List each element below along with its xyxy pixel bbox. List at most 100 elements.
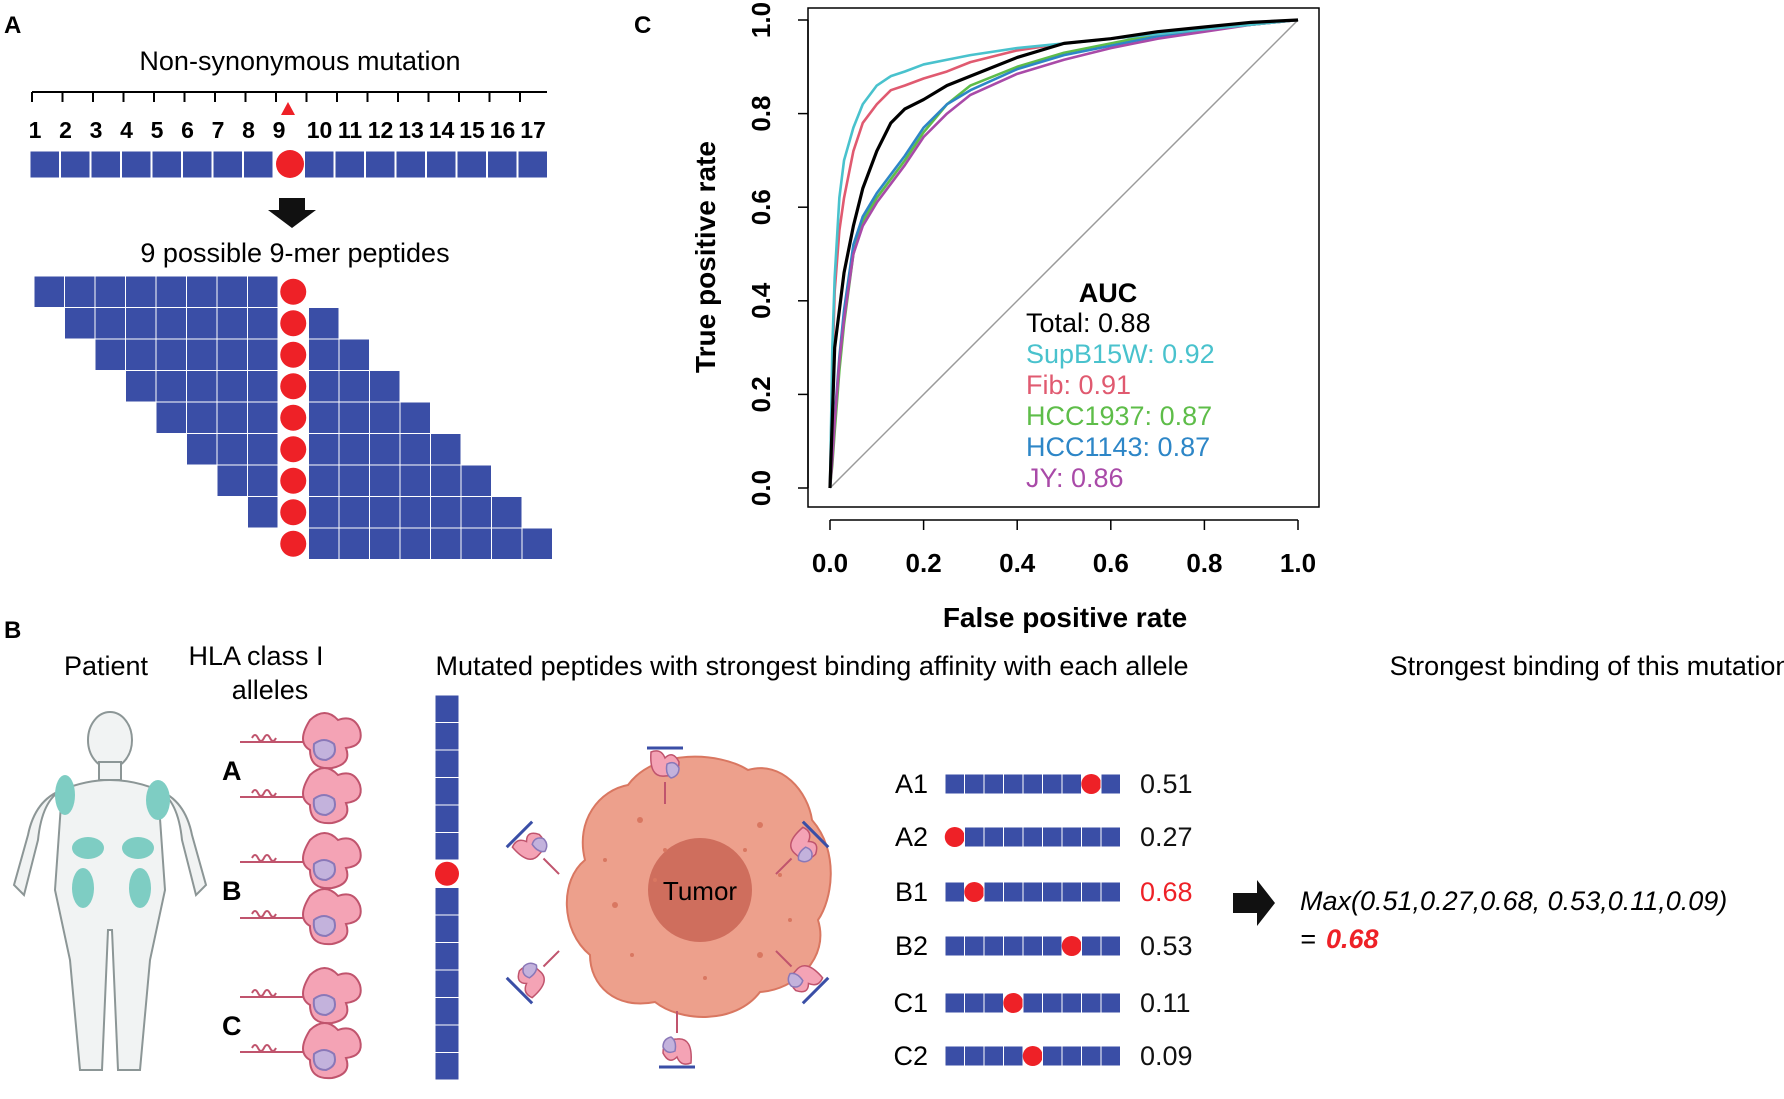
roc-curve-jy bbox=[828, 18, 1299, 489]
ruler-numbers: 1 2 3 4 5 6 7 8 9 10 11 12 13 14 15 16 17 bbox=[29, 117, 546, 143]
mutated-peptide-column bbox=[434, 694, 460, 1081]
allele-peptide-residue bbox=[1061, 1045, 1082, 1067]
ruler-number: 12 bbox=[368, 117, 394, 143]
receptor-stem bbox=[542, 950, 560, 968]
alpha-chain bbox=[302, 832, 362, 890]
allele-rows: A1 0.51 A2 0.27 B1 0.68 B2 0.53 C1 0.11 C2 0.09 bbox=[893, 769, 1192, 1071]
mutation-residue bbox=[280, 341, 307, 368]
y-tick-label: 1.0 bbox=[746, 2, 776, 38]
peptide-residue bbox=[216, 275, 248, 308]
column-residue bbox=[434, 997, 460, 1026]
peptide-residue bbox=[338, 401, 370, 434]
receptor-stem bbox=[542, 857, 560, 875]
receptor-beta bbox=[522, 962, 538, 979]
residue-block bbox=[121, 150, 152, 179]
allele-peptide-residue bbox=[1022, 826, 1043, 848]
peptide-residue bbox=[308, 496, 340, 529]
ruler-number: 3 bbox=[90, 117, 103, 143]
patient-body-figure bbox=[12, 711, 208, 1071]
peptide-residue bbox=[155, 370, 187, 403]
allele-peptide-residue bbox=[1022, 773, 1043, 795]
alpha-chain bbox=[302, 712, 362, 770]
binding-value-c1: 0.11 bbox=[1140, 988, 1191, 1018]
protein-sequence bbox=[29, 150, 548, 179]
alpha-chain bbox=[302, 967, 362, 1025]
peptide-residue bbox=[94, 275, 126, 308]
x-tick-label: 0.4 bbox=[999, 548, 1036, 578]
column-residue bbox=[434, 969, 460, 998]
mutation-residue bbox=[280, 373, 307, 400]
ruler-number: 16 bbox=[490, 117, 516, 143]
ruler-number: 10 bbox=[307, 117, 333, 143]
tumor-hla-receptor bbox=[775, 820, 830, 875]
allele-peptide-residue bbox=[1100, 881, 1121, 903]
column-residue bbox=[434, 942, 460, 971]
receptor-beta bbox=[665, 761, 680, 779]
allele-peptide-residue bbox=[983, 773, 1004, 795]
roc-curve-total bbox=[828, 18, 1299, 489]
peptide-residue bbox=[369, 401, 401, 434]
allele-peptide-residue bbox=[1022, 881, 1043, 903]
receptor-stem bbox=[775, 950, 793, 968]
alpha-chain bbox=[302, 1022, 362, 1080]
panel-c-letter: C bbox=[634, 12, 651, 39]
column-residue bbox=[434, 804, 460, 833]
hla-molecule bbox=[240, 967, 362, 1025]
peptide-residue bbox=[399, 527, 431, 560]
mutation-residue bbox=[1081, 774, 1102, 794]
peptide-residue bbox=[399, 496, 431, 529]
panel-a-letter: A bbox=[4, 12, 21, 39]
peptide-residue bbox=[186, 275, 218, 308]
allele-peptide-residue bbox=[964, 935, 985, 957]
column-residue bbox=[434, 749, 460, 778]
peptide-residue bbox=[155, 401, 187, 434]
beta2m-domain bbox=[312, 739, 336, 762]
ruler-number: 8 bbox=[242, 117, 255, 143]
molecule-coil bbox=[251, 1044, 277, 1052]
x-axis-label: False positive rate bbox=[943, 602, 1187, 633]
mutation-residue bbox=[280, 436, 307, 463]
peptide-residue bbox=[186, 433, 218, 466]
peptide-residue bbox=[460, 496, 492, 529]
x-tick-label: 0.8 bbox=[1186, 548, 1222, 578]
residue-block bbox=[456, 150, 487, 179]
tumor-hla-receptor bbox=[775, 950, 830, 1005]
peptide-residue bbox=[308, 433, 340, 466]
ruler-number: 1 bbox=[29, 117, 42, 143]
allele-label-a1: A1 bbox=[895, 769, 928, 799]
reference-diagonal bbox=[829, 19, 1299, 489]
allele-peptide-residue bbox=[1003, 1045, 1024, 1067]
allele-peptide-residue bbox=[1100, 992, 1121, 1014]
allele-label-a2: A2 bbox=[895, 822, 928, 852]
allele-peptide-residue bbox=[983, 992, 1004, 1014]
hla-molecule bbox=[240, 767, 362, 825]
mutation-residue bbox=[1022, 1046, 1043, 1066]
peptides-heading: Mutated peptides with strongest binding … bbox=[436, 651, 1189, 681]
allele-peptide-residue bbox=[1081, 935, 1102, 957]
peptide-residue bbox=[247, 338, 279, 371]
beta2m-domain bbox=[312, 794, 336, 817]
peptide-residue bbox=[308, 527, 340, 560]
mutation-residue bbox=[276, 150, 304, 178]
peptide-residue bbox=[216, 338, 248, 371]
hla-label-line2: alleles bbox=[232, 675, 309, 705]
peptide-residue bbox=[369, 433, 401, 466]
peptide-residue bbox=[399, 401, 431, 434]
residue-block bbox=[365, 150, 396, 179]
mutation-residue bbox=[964, 882, 985, 902]
ruler-number: 14 bbox=[429, 117, 455, 143]
residue-block bbox=[60, 150, 91, 179]
peptide-residue bbox=[33, 275, 65, 308]
peptide-residue bbox=[125, 307, 157, 340]
presented-peptide bbox=[505, 820, 534, 849]
allele-peptide-residue bbox=[1003, 773, 1024, 795]
x-axis: 0.0 0.2 0.4 0.6 0.8 1.0 bbox=[812, 519, 1316, 578]
right-arrow-icon bbox=[1233, 880, 1275, 926]
allele-peptide-residue bbox=[1042, 773, 1063, 795]
hla-molecules bbox=[240, 712, 362, 1080]
peptide-residue bbox=[369, 496, 401, 529]
peptide-residue bbox=[247, 401, 279, 434]
roc-curve-supb15w bbox=[828, 18, 1299, 489]
y-axis: 0.0 0.2 0.4 0.6 0.8 1.0 bbox=[746, 2, 809, 506]
